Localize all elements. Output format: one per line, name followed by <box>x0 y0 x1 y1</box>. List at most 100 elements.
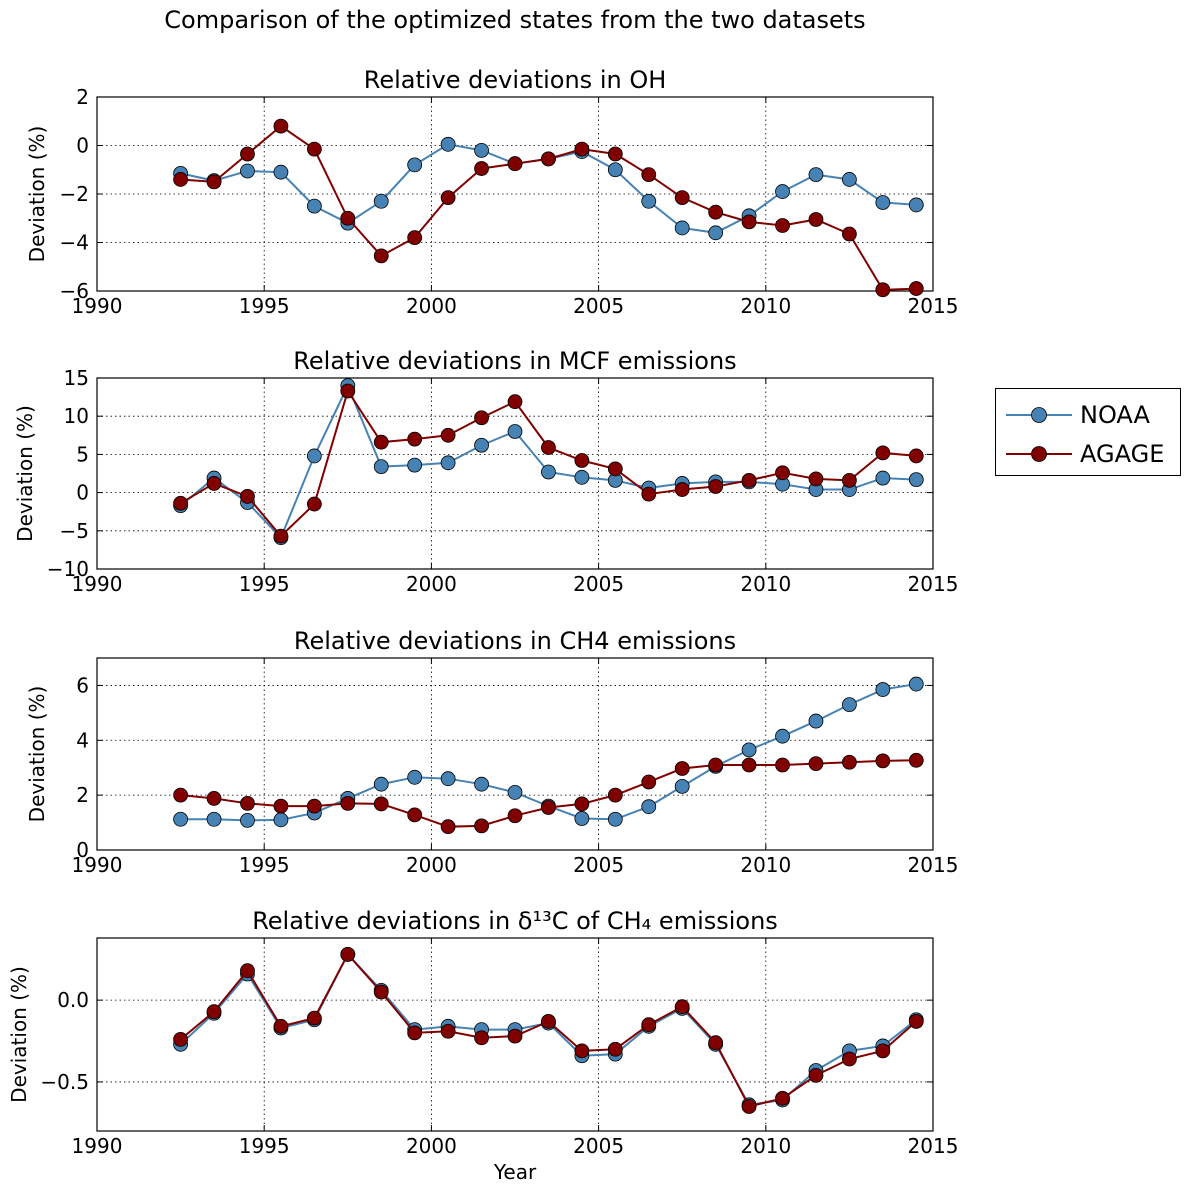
data-point-agage <box>173 1032 189 1047</box>
x-tick-label: 1990 <box>72 1134 123 1158</box>
y-tick-label: 0 <box>76 134 89 158</box>
data-point-noaa <box>607 162 623 178</box>
data-point-agage <box>808 756 824 771</box>
data-point-agage <box>273 528 289 544</box>
data-point-noaa <box>373 459 389 475</box>
figure-title: Comparison of the optimized states from … <box>164 6 866 34</box>
data-point-agage <box>507 808 523 824</box>
x-tick-label: 2005 <box>573 853 624 877</box>
x-tick-label: 2005 <box>573 294 624 318</box>
x-tick-label: 2005 <box>573 572 624 596</box>
data-point-agage <box>775 1090 790 1106</box>
data-point-noaa <box>775 184 790 199</box>
data-point-agage <box>407 230 423 246</box>
data-point-agage <box>875 445 891 461</box>
x-tick-label: 1995 <box>239 853 290 877</box>
data-point-agage <box>842 226 857 242</box>
legend-item-noaa: NOAA <box>996 395 1182 435</box>
data-point-agage <box>440 819 456 835</box>
y-tick-label: −10 <box>47 557 89 581</box>
x-tick-label: 2015 <box>908 853 959 877</box>
data-point-noaa <box>440 771 456 787</box>
data-point-agage <box>775 465 790 481</box>
data-point-agage <box>741 214 757 230</box>
data-point-noaa <box>206 811 222 827</box>
data-point-noaa <box>607 811 623 827</box>
data-point-agage <box>373 796 389 812</box>
data-point-agage <box>574 453 590 468</box>
data-point-agage <box>908 448 924 464</box>
data-point-agage <box>240 489 255 504</box>
data-point-noaa <box>440 455 456 471</box>
x-tick-label: 1990 <box>72 294 123 318</box>
x-tick-label: 2000 <box>406 853 457 877</box>
subplot-2: 1990 1995 2000 2005 2010 2015 −10 −5 0 5 10 15 Relat… <box>13 347 958 596</box>
data-point-agage <box>240 795 255 811</box>
subplot-title: Relative deviations in MCF emissions <box>293 347 736 375</box>
data-point-noaa <box>541 464 556 480</box>
subplot-4: 1990 1995 2000 2005 2010 2015 −0.5 0.0 Relative … <box>7 907 958 1184</box>
data-point-noaa <box>507 424 523 439</box>
data-point-agage <box>206 791 222 806</box>
data-point-noaa <box>674 778 690 794</box>
data-point-agage <box>440 1023 456 1039</box>
y-tick-label: 4 <box>76 728 89 752</box>
data-point-noaa <box>641 799 657 815</box>
data-point-agage <box>474 1030 489 1046</box>
data-point-agage <box>875 282 891 298</box>
x-tick-label: 2010 <box>740 294 791 318</box>
data-point-agage <box>440 190 456 206</box>
data-point-agage <box>674 482 690 497</box>
data-point-agage <box>574 1043 590 1059</box>
x-tick-label: 2005 <box>573 1134 624 1158</box>
legend-label-agage: AGAGE <box>1080 440 1165 468</box>
x-tick-label: 2010 <box>740 1134 791 1158</box>
data-point-noaa <box>474 142 489 158</box>
data-point-agage <box>173 787 189 803</box>
axes-frame <box>96 96 934 292</box>
x-tick-label: 1990 <box>72 572 123 596</box>
x-tick-label: 1995 <box>239 294 290 318</box>
data-point-agage <box>808 471 824 487</box>
data-point-agage <box>206 174 222 190</box>
data-point-agage <box>775 757 790 773</box>
legend-label-noaa: NOAA <box>1080 401 1150 429</box>
data-point-agage <box>173 495 189 511</box>
data-point-agage <box>908 752 924 768</box>
y-tick-label: 0 <box>76 838 89 862</box>
data-point-agage <box>507 156 523 172</box>
data-point-agage <box>641 1017 657 1033</box>
data-point-noaa <box>407 157 423 173</box>
data-point-agage <box>340 383 356 399</box>
subplot-title: Relative deviations in δ¹³C of CH₄ emiss… <box>252 907 778 935</box>
y-tick-label: −6 <box>60 279 89 303</box>
data-point-agage <box>407 807 423 823</box>
subplot-3: 1990 1995 2000 2005 2010 2015 0 2 4 6 Relative dev… <box>25 627 958 877</box>
data-point-agage <box>607 1041 623 1057</box>
x-tick-label: 2010 <box>740 853 791 877</box>
data-point-noaa <box>808 713 824 729</box>
data-point-agage <box>273 1018 289 1034</box>
data-point-agage <box>507 1028 523 1044</box>
data-point-noaa <box>474 437 489 453</box>
series-line-agage <box>180 759 917 828</box>
data-point-noaa <box>273 164 289 180</box>
data-point-agage <box>507 394 523 410</box>
data-point-noaa <box>908 197 924 213</box>
subplot-title: Relative deviations in CH4 emissions <box>294 627 736 655</box>
y-tick-label: 0 <box>76 481 89 505</box>
data-point-agage <box>306 496 322 512</box>
y-axis-label: Deviation (%) <box>25 686 49 823</box>
data-point-agage <box>908 281 924 296</box>
data-point-agage <box>708 204 724 220</box>
data-point-noaa <box>775 728 790 744</box>
data-point-agage <box>842 754 857 770</box>
data-point-noaa <box>306 198 322 214</box>
y-tick-label: 5 <box>76 442 89 466</box>
data-point-agage <box>842 472 857 488</box>
data-point-noaa <box>574 811 590 826</box>
data-point-noaa <box>306 448 322 464</box>
data-point-noaa <box>875 470 891 486</box>
subplot-1: 1990 1995 2000 2005 2010 2015 −6 −4 −2 0 2 Relative… <box>25 66 958 318</box>
